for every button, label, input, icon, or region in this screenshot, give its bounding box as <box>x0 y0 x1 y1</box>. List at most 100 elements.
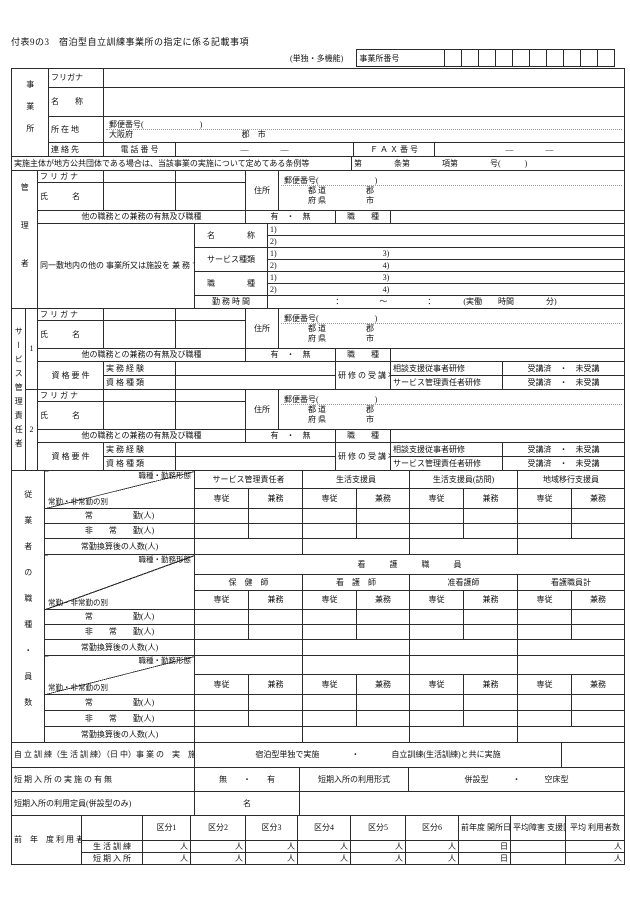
short-stay-capacity-input[interactable]: 名 <box>194 791 300 816</box>
prev-year-cell[interactable]: 人 <box>350 852 406 865</box>
staff-count-cell[interactable] <box>571 710 626 727</box>
staff-count-cell[interactable] <box>571 523 626 539</box>
staff-count-cell[interactable] <box>302 523 357 539</box>
staff-count-cell[interactable] <box>571 624 626 640</box>
sm2-duty-presence[interactable]: 有 ・ 無 <box>245 429 336 443</box>
staff-count-cell[interactable] <box>194 726 303 743</box>
staff-t3-group-input[interactable] <box>408 655 519 675</box>
staff-count-cell[interactable] <box>409 624 464 640</box>
staff-count-cell[interactable] <box>571 694 626 711</box>
prev-year-cell[interactable]: 人 <box>297 840 351 853</box>
staff-count-cell[interactable] <box>571 609 626 625</box>
prev-year-cell[interactable]: 日 <box>458 840 511 853</box>
staff-count-cell[interactable] <box>409 609 464 625</box>
staff-count-cell[interactable] <box>194 538 303 555</box>
office-name-input[interactable] <box>103 87 625 117</box>
manager-job-input[interactable] <box>389 210 626 224</box>
short-stay-impl-choice[interactable]: 無 ・ 有 <box>194 767 300 792</box>
staff-count-cell[interactable] <box>517 694 573 711</box>
prev-year-cell[interactable]: 人 <box>565 852 625 865</box>
office-number-digit-cell[interactable] <box>495 49 514 67</box>
short-stay-capacity-blank-cell[interactable] <box>299 791 625 816</box>
staff-count-cell[interactable] <box>462 710 519 727</box>
staff-count-cell[interactable] <box>194 694 249 711</box>
staff-count-cell[interactable] <box>517 538 626 555</box>
staff-count-cell[interactable] <box>302 538 410 555</box>
sm1-training2-status[interactable]: 受講済 ・ 未受講 <box>501 375 626 390</box>
sm2-address-input[interactable]: 郵便番号( ) 都 道 郡 府 県 市 <box>277 389 626 430</box>
office-number-digit-cell[interactable] <box>529 49 548 67</box>
prev-year-cell[interactable] <box>510 852 566 865</box>
manager-service-input2[interactable]: 2) 4) <box>266 259 626 272</box>
staff-count-cell[interactable] <box>302 609 357 625</box>
prev-year-cell[interactable] <box>510 840 566 853</box>
staff-count-cell[interactable] <box>409 694 464 711</box>
sm1-furigana-input2[interactable] <box>175 308 246 321</box>
staff-count-cell[interactable] <box>194 609 249 625</box>
staff-count-cell[interactable] <box>302 624 357 640</box>
manager-name-input2[interactable] <box>175 182 246 211</box>
staff-count-cell[interactable] <box>517 726 626 743</box>
staff-count-cell[interactable] <box>462 508 519 524</box>
sm2-furigana-input[interactable] <box>103 389 176 402</box>
staff-count-cell[interactable] <box>302 726 410 743</box>
sm1-furigana-input[interactable] <box>103 308 176 321</box>
prev-year-cell[interactable]: 人 <box>405 840 459 853</box>
staff-count-cell[interactable] <box>356 624 410 640</box>
sm1-address-input[interactable]: 郵便番号( ) 都 道 郡 府 県 市 <box>277 308 626 349</box>
sm1-experience-input[interactable] <box>175 361 336 376</box>
ordinance-input[interactable]: 第 条第 項第 号( ) <box>351 156 625 171</box>
sm2-furigana-input2[interactable] <box>175 389 246 402</box>
staff-t3-group-input[interactable] <box>302 655 410 675</box>
prev-year-cell[interactable]: 人 <box>350 840 406 853</box>
staff-count-cell[interactable] <box>248 609 303 625</box>
staff-count-cell[interactable] <box>356 694 410 711</box>
office-address-input[interactable]: 郵便番号( ) 大阪府 郡 市 <box>103 116 625 143</box>
manager-job2-input2[interactable]: 2) 4) <box>266 283 626 296</box>
staff-count-cell[interactable] <box>194 639 303 656</box>
office-number-digit-cell[interactable] <box>461 49 480 67</box>
day-service-blank-cell[interactable] <box>561 742 625 768</box>
staff-count-cell[interactable] <box>194 624 249 640</box>
manager-furigana-input2[interactable] <box>175 170 246 183</box>
office-number-digit-cell[interactable] <box>512 49 531 67</box>
staff-count-cell[interactable] <box>356 508 410 524</box>
office-number-digit-cell[interactable] <box>478 49 497 67</box>
office-number-digit-cell[interactable] <box>563 49 582 67</box>
staff-count-cell[interactable] <box>462 523 519 539</box>
staff-count-cell[interactable] <box>248 710 303 727</box>
prev-year-cell[interactable]: 人 <box>565 840 625 853</box>
staff-count-cell[interactable] <box>356 609 410 625</box>
prev-year-cell[interactable]: 人 <box>190 840 246 853</box>
office-number-digit-cell[interactable] <box>597 49 616 67</box>
prev-year-cell[interactable]: 人 <box>405 852 459 865</box>
prev-year-cell[interactable]: 人 <box>142 852 191 865</box>
manager-name2-input2[interactable]: 2) <box>266 235 626 248</box>
prev-year-cell[interactable]: 人 <box>142 840 191 853</box>
staff-count-cell[interactable] <box>517 639 626 656</box>
staff-t3-group-input[interactable] <box>194 655 303 675</box>
staff-count-cell[interactable] <box>356 710 410 727</box>
sm1-duty-presence[interactable]: 有 ・ 無 <box>245 348 336 362</box>
sm2-experience-input[interactable] <box>175 442 336 457</box>
manager-duty-presence[interactable]: 有 ・ 無 <box>245 210 336 224</box>
staff-count-cell[interactable] <box>302 694 357 711</box>
office-number-digit-cell[interactable] <box>580 49 599 67</box>
staff-count-cell[interactable] <box>408 538 519 555</box>
prev-year-cell[interactable]: 人 <box>245 852 298 865</box>
staff-count-cell[interactable] <box>194 523 249 539</box>
staff-count-cell[interactable] <box>462 609 519 625</box>
staff-count-cell[interactable] <box>302 710 357 727</box>
staff-count-cell[interactable] <box>248 694 303 711</box>
staff-count-cell[interactable] <box>302 639 410 656</box>
prev-year-cell[interactable]: 日 <box>458 852 511 865</box>
sm1-name-input2[interactable] <box>175 320 246 349</box>
sm2-training1-status[interactable]: 受講済 ・ 未受講 <box>501 442 626 457</box>
office-furigana-input[interactable] <box>103 68 625 88</box>
sm1-name-input[interactable] <box>103 320 176 349</box>
staff-count-cell[interactable] <box>248 523 303 539</box>
short-stay-form-choice[interactable]: 併設型 ・ 空床型 <box>408 767 625 792</box>
office-tel-input[interactable]: ― ― <box>175 142 354 157</box>
staff-count-cell[interactable] <box>408 639 519 656</box>
office-number-digit-cell[interactable] <box>546 49 565 67</box>
